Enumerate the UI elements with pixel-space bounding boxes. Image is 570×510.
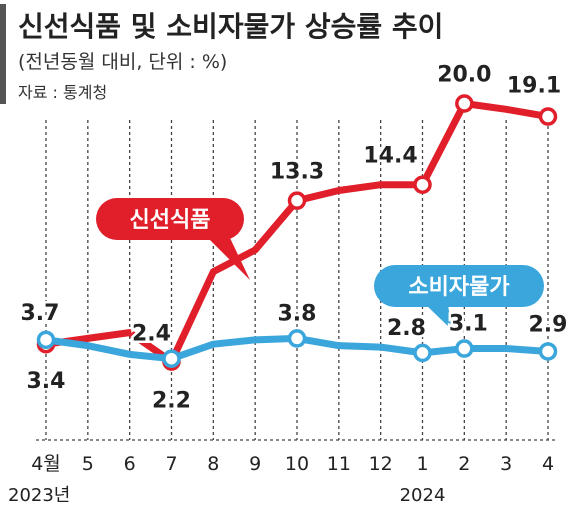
x-tick-label: 5 (82, 453, 94, 475)
data-point (455, 94, 474, 113)
x-tick-label: 2 (458, 453, 470, 475)
chart-title: 신선식품 및 소비자물가 상승률 추이 (18, 10, 443, 43)
data-point (413, 175, 432, 194)
x-tick-label: 10 (285, 453, 309, 475)
series (36, 94, 558, 371)
grid (36, 120, 558, 441)
x-tick-label: 8 (207, 453, 219, 475)
data-label: 2.2 (152, 389, 191, 414)
data-label: 3.1 (449, 312, 488, 337)
x-tick-label: 12 (369, 453, 393, 475)
callout-bubble (374, 265, 544, 307)
x-tick-label: 4 (542, 453, 554, 475)
x-tick-label: 1 (416, 453, 428, 475)
x-tick-label: 7 (165, 453, 177, 475)
x-tick-label: 9 (249, 453, 261, 475)
callout-tail (426, 305, 452, 330)
data-label: 13.3 (270, 160, 324, 185)
x-tick-label: 6 (124, 453, 136, 475)
x-tick-label: 3 (500, 453, 512, 475)
callout-tail (208, 238, 250, 280)
data-label: 2.4 (132, 322, 171, 347)
data-point (287, 191, 307, 210)
callout-bubble (96, 198, 244, 240)
data-point (36, 330, 56, 350)
data-point (455, 339, 474, 358)
data-label: 20.0 (437, 63, 491, 88)
data-label: 19.1 (507, 74, 561, 99)
year-label: 2023년 (8, 485, 70, 506)
data-label: 3.7 (21, 301, 60, 326)
chart-source: 자료 : 통계청 (18, 83, 107, 102)
data-labels: 13.3 14.4 20.0 19.1 3.7 2.4 3.8 2.8 3.1 2.9 3.4 2.2 (18, 60, 570, 416)
data-point (413, 343, 432, 363)
callout-label: 소비자물가 (408, 275, 509, 300)
x-tick-label: 11 (327, 453, 351, 475)
data-label: 2.8 (387, 316, 426, 341)
title-accent-bar (0, 4, 6, 104)
data-label: 3.4 (27, 369, 66, 394)
data-label: 3.8 (278, 301, 317, 326)
data-point (287, 329, 307, 348)
callout-label: 신선식품 (130, 208, 211, 233)
year-label: 2024 (400, 485, 446, 506)
data-label: 14.4 (363, 144, 417, 169)
data-point (538, 342, 558, 361)
data-point (538, 107, 558, 126)
chart-subtitle: (전년동월 대비, 단위 : %) (18, 51, 227, 73)
data-label: 2.9 (529, 312, 568, 337)
data-point (162, 349, 181, 368)
x-tick-label: 4월 (31, 453, 61, 475)
